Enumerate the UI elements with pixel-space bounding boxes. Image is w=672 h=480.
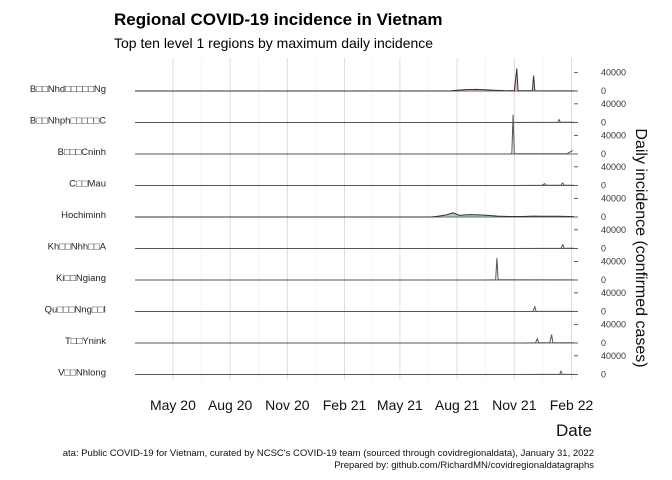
y-tick-label: 0	[601, 86, 606, 96]
series-8	[135, 334, 575, 344]
x-tick-label: Feb 22	[550, 397, 594, 413]
x-tick-label: Aug 20	[208, 397, 253, 413]
y-axis-label: Daily incidence (confirmed cases)	[632, 128, 649, 367]
x-tick-label: Feb 21	[323, 397, 367, 413]
y-tick-label: 40000	[601, 351, 626, 361]
y-tick-label: 40000	[601, 225, 626, 235]
x-axis-label: Date	[556, 421, 592, 440]
y-tick-label: 0	[601, 307, 606, 317]
chart-subtitle: Top ten level 1 regions by maximum daily…	[114, 35, 433, 51]
region-label: C□□Mau	[69, 179, 106, 190]
x-tick-label: Nov 21	[492, 397, 537, 413]
y-tick-label: 40000	[601, 256, 626, 266]
series-6	[135, 258, 575, 281]
x-tick-label: May 21	[377, 397, 423, 413]
y-tick-label: 40000	[601, 319, 626, 329]
series-line	[135, 118, 575, 123]
series-layer	[135, 68, 575, 375]
y-tick-label: 0	[601, 212, 606, 222]
y-tick-label: 0	[601, 118, 606, 128]
caption-credit: Prepared by: github.com/RichardMN/covidr…	[334, 460, 594, 471]
region-label: B□□Nhph□□□□□C	[30, 116, 106, 127]
x-tick-label: Aug 21	[435, 397, 480, 413]
y-tick-label: 0	[601, 181, 606, 191]
region-labels: B□□Nhd□□□□□Ng B□□Nhph□□□□□C B□□□Cninh C□□Ma…	[30, 84, 107, 379]
x-axis-ticks: May 20 Aug 20 Nov 20 Feb 21 May 21 Aug 21 Nov …	[150, 397, 594, 413]
series-line	[135, 243, 575, 249]
series-7	[135, 305, 575, 312]
series-line	[135, 68, 575, 92]
series-3	[135, 182, 575, 186]
x-tick-label: May 20	[150, 397, 196, 413]
series-line	[135, 212, 575, 218]
y-tick-label: 40000	[601, 162, 626, 172]
y-tick-label: 40000	[601, 99, 626, 109]
series-line	[135, 258, 575, 281]
series-5	[135, 243, 575, 249]
region-label: B□□Nhd□□□□□Ng	[30, 84, 106, 95]
series-line	[135, 114, 574, 155]
x-tick-label: Nov 20	[265, 397, 310, 413]
y-tick-label: 0	[601, 338, 606, 348]
series-2	[135, 114, 574, 155]
region-label: V□□Nhlong	[58, 368, 106, 379]
chart-title: Regional COVID-19 incidence in Vietnam	[114, 10, 442, 29]
series-line	[135, 369, 575, 375]
y-tick-label: 40000	[601, 67, 626, 77]
y-tick-label: 40000	[601, 288, 626, 298]
y-tick-label: 0	[601, 275, 606, 285]
series-1	[135, 118, 575, 123]
region-label: B□□□Cninh	[58, 147, 106, 158]
y-tick-label: 40000	[601, 193, 626, 203]
series-line	[135, 334, 575, 344]
series-line	[135, 182, 575, 186]
y-tick-label: 0	[601, 149, 606, 159]
y-tick-label: 0	[601, 244, 606, 254]
region-label: T□□Ynink	[65, 336, 106, 347]
region-label: Qu□□□Nng□□I	[45, 305, 106, 316]
y-axis-ticks: 40000 0 40000 0 40000 0 40000 0 40000 0 40000 0 4000…	[574, 67, 626, 380]
vertical-gridlines	[172, 58, 573, 380]
series-area	[135, 212, 574, 217]
y-tick-label: 0	[601, 370, 606, 380]
region-label: Hochiminh	[61, 210, 106, 221]
region-label: Ki□□Ngiang	[56, 273, 106, 284]
series-0	[135, 68, 575, 92]
region-label: Kh□□Nhh□□A	[48, 242, 107, 253]
caption-source: ata: Public COVID-19 for Vietnam, curate…	[63, 448, 594, 459]
series-4	[135, 212, 575, 218]
y-tick-label: 40000	[601, 130, 626, 140]
series-line	[135, 305, 575, 312]
series-9	[135, 369, 575, 375]
